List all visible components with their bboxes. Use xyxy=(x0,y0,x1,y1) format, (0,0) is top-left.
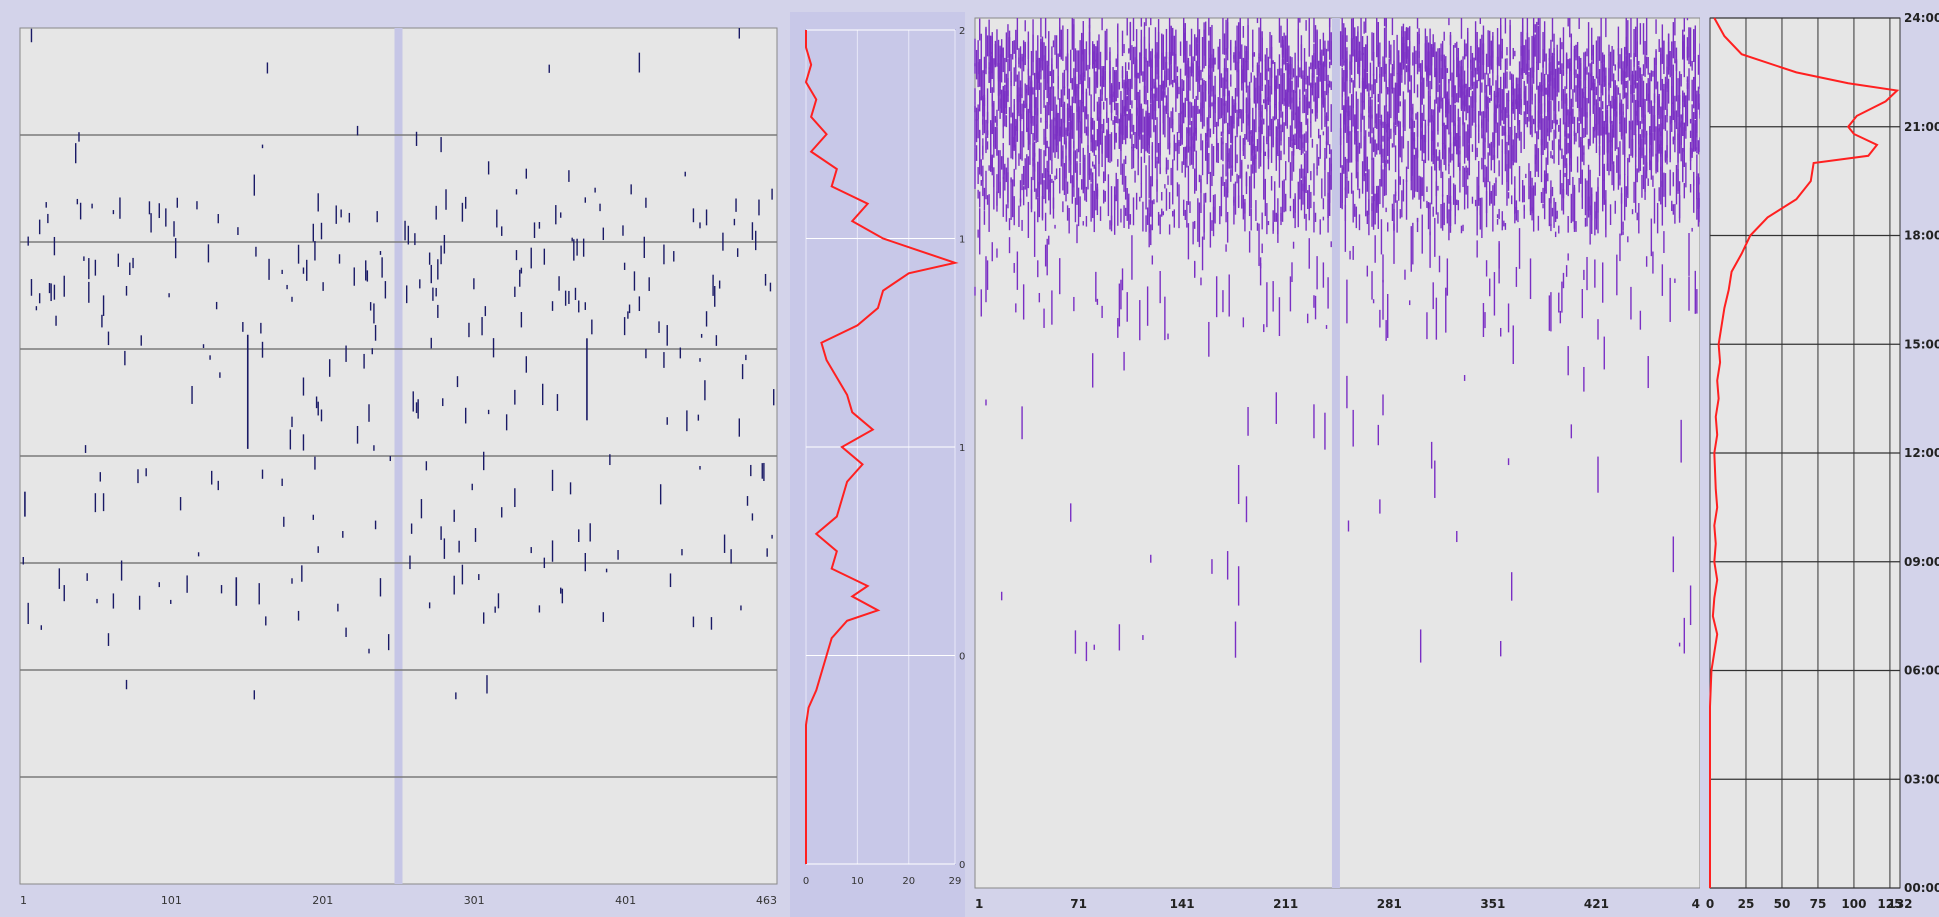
profile-x-tick: 75 xyxy=(1810,897,1827,911)
profile-y-tick: 12:00 xyxy=(1904,446,1939,460)
x-tick-label: 421 xyxy=(1584,897,1609,911)
profile-y-tick: 18:00 xyxy=(959,235,965,246)
x-tick-label: 101 xyxy=(161,894,182,907)
activity-marks xyxy=(974,18,1700,663)
x-tick-label: 281 xyxy=(1377,897,1402,911)
profile-y-tick: 06:00 xyxy=(1904,664,1939,678)
profile-y-tick: 15:00 xyxy=(1904,337,1939,351)
activity-profile-line xyxy=(804,30,959,864)
profile-y-tick: 24:00 xyxy=(1904,11,1939,25)
left-actogram-panel: 1 101 201 301 401 463 xyxy=(0,0,790,917)
x-tick-label: 301 xyxy=(464,894,485,907)
profile-x-tick: 0 xyxy=(1706,897,1714,911)
profile-y-tick: 18:00 xyxy=(1904,229,1939,243)
profile-x-tick: 125 xyxy=(1877,897,1902,911)
profile-y-tick: 24:00 xyxy=(959,26,965,37)
profile-y-tick: 21:00 xyxy=(1904,120,1939,134)
x-tick-label: 401 xyxy=(615,894,636,907)
profile-x-tick: 50 xyxy=(1774,897,1791,911)
left-profile: 0 10 20 29 00:00 06:00 12:00 18:00 24:00 xyxy=(803,26,965,887)
right-actogram-panel: 1 71 141 211 281 351 421 4 xyxy=(965,0,1700,917)
profile-x-tick: 0 xyxy=(803,876,809,887)
profile-x-tick: 20 xyxy=(902,876,915,887)
profile-x-tick: 25 xyxy=(1738,897,1755,911)
profile-y-tick: 12:00 xyxy=(959,443,965,454)
profile-x-tick: 100 xyxy=(1841,897,1866,911)
activity-marks xyxy=(22,28,775,700)
x-tick-label: 4 xyxy=(1692,897,1700,911)
profile-x-tick: 132 xyxy=(1887,897,1912,911)
profile-y-tick: 00:00 xyxy=(959,860,965,871)
x-tick-label: 141 xyxy=(1170,897,1195,911)
gap-band xyxy=(1331,18,1340,888)
profile-y-tick: 09:00 xyxy=(1904,555,1939,569)
x-tick-label: 1 xyxy=(20,894,27,907)
x-tick-label: 201 xyxy=(312,894,333,907)
x-tick-label: 71 xyxy=(1070,897,1087,911)
right-profile-panel: 0 25 50 75 100 125 132 00:00 03:00 06:00 09:00 12:0… xyxy=(1700,0,1939,917)
profile-y-tick: 03:00 xyxy=(1904,772,1939,786)
right-actogram: 1 71 141 211 281 351 421 4 xyxy=(974,17,1700,911)
x-tick-label: 463 xyxy=(756,894,777,907)
x-tick-label: 351 xyxy=(1480,897,1505,911)
x-tick-label: 211 xyxy=(1273,897,1298,911)
profile-y-tick: 06:00 xyxy=(959,652,965,663)
left-actogram: 1 101 201 301 401 463 xyxy=(19,27,778,907)
profile-x-tick: 10 xyxy=(851,876,864,887)
profile-x-tick: 29 xyxy=(949,876,962,887)
profile-y-tick: 00:00 xyxy=(1904,881,1939,895)
activity-profile-line xyxy=(1709,17,1900,888)
x-tick-label: 1 xyxy=(975,897,983,911)
left-profile-panel: 0 10 20 29 00:00 06:00 12:00 18:00 24:00 xyxy=(790,12,965,917)
